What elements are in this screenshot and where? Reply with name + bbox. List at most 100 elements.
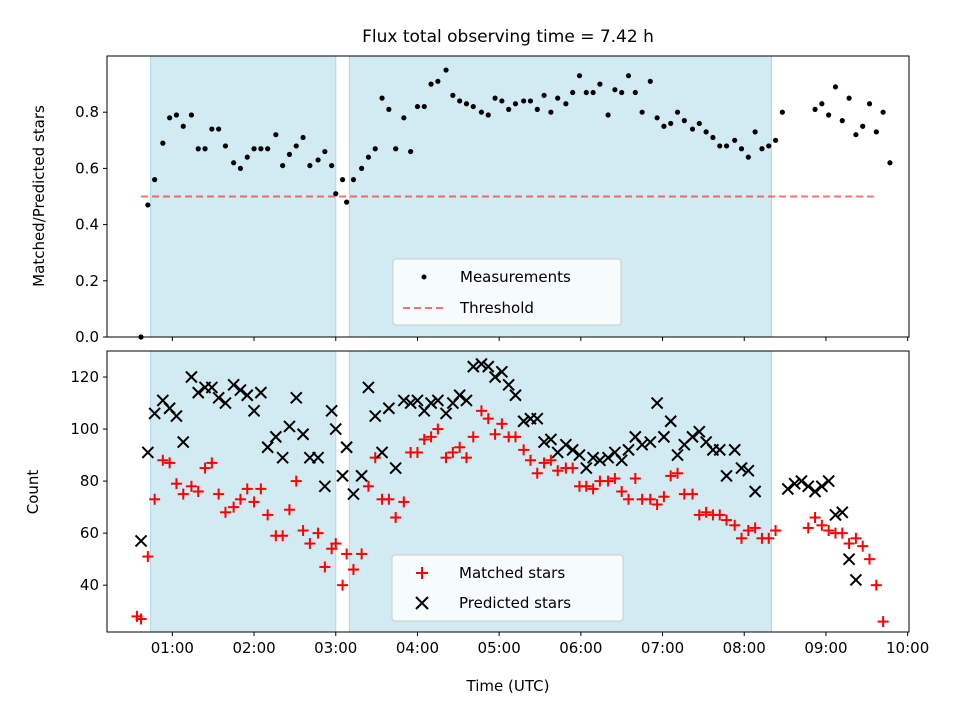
matched-point-95 bbox=[816, 519, 828, 531]
matched-point-32 bbox=[347, 564, 359, 576]
measurement-point-14 bbox=[237, 165, 244, 171]
matched-point-102 bbox=[864, 553, 876, 565]
matched-point-94 bbox=[809, 512, 821, 524]
predicted-point-26 bbox=[318, 480, 332, 493]
predicted-point-8 bbox=[192, 386, 205, 399]
matched-point-4 bbox=[157, 454, 169, 466]
predicted-point-b bbox=[185, 370, 198, 384]
predicted-point-33 bbox=[362, 381, 375, 394]
predicted-point-b bbox=[802, 480, 815, 493]
predicted-point-34 bbox=[369, 409, 382, 423]
predicted-point-86 bbox=[735, 461, 748, 475]
measurement-point-52 bbox=[499, 98, 505, 104]
predicted-point-b bbox=[234, 383, 247, 397]
matched-point-47 bbox=[454, 441, 466, 453]
matched-point-82 bbox=[700, 506, 712, 518]
measurement-point-17 bbox=[258, 146, 264, 152]
predicted-point-65 bbox=[586, 451, 600, 464]
predicted-point-b bbox=[269, 430, 283, 444]
predicted-point-74 bbox=[650, 396, 664, 410]
predicted-point-b bbox=[192, 386, 205, 399]
predicted-point-14 bbox=[234, 383, 247, 397]
predicted-point-b bbox=[205, 381, 219, 394]
measurement-point-66 bbox=[597, 81, 603, 87]
predicted-point-b bbox=[411, 394, 424, 407]
bottom-ylabel: Count bbox=[24, 470, 42, 515]
measurement-point-73 bbox=[647, 78, 653, 84]
measurement-point-91 bbox=[772, 137, 779, 143]
predicted-point-19 bbox=[269, 430, 283, 444]
predicted-point-94 bbox=[815, 480, 829, 493]
bottom-xtick-label-2: 03:00 bbox=[314, 639, 357, 657]
predicted-point-55 bbox=[517, 415, 530, 428]
predicted-point-b bbox=[369, 409, 382, 423]
legend-matched-marker bbox=[416, 567, 428, 579]
predicted-point-2 bbox=[148, 407, 161, 420]
predicted-point-b bbox=[290, 391, 303, 405]
predicted-point-92 bbox=[802, 480, 815, 493]
bottom-panel: 40 60 80 100 120 01:00 02:00 03:00 04:00 05:00 06… bbox=[24, 350, 929, 695]
predicted-point-0 bbox=[134, 534, 148, 548]
bottom-xtick-label-1: 02:00 bbox=[232, 639, 275, 657]
matched-point-69 bbox=[609, 472, 621, 484]
matched-point-46 bbox=[447, 446, 459, 458]
predicted-point-b bbox=[362, 381, 375, 394]
matched-point-89 bbox=[749, 522, 761, 534]
measurement-point-88 bbox=[752, 129, 758, 135]
bottom-xlabel: Time (UTC) bbox=[466, 677, 550, 695]
predicted-point-52 bbox=[495, 365, 509, 379]
predicted-point-11 bbox=[212, 391, 225, 405]
predicted-point-61 bbox=[559, 438, 573, 451]
measurement-point-92 bbox=[779, 109, 785, 115]
matched-point-37 bbox=[383, 493, 395, 505]
predicted-point-28 bbox=[329, 422, 342, 436]
matched-point-27 bbox=[319, 561, 331, 573]
measurement-point-58 bbox=[541, 92, 547, 98]
top-ylabel: Matched/Predicted stars bbox=[30, 105, 48, 287]
predicted-point-38 bbox=[397, 394, 411, 407]
predicted-point-70 bbox=[622, 443, 635, 457]
bottom-legend-box bbox=[391, 554, 624, 622]
bottom-xtick-label-4: 05:00 bbox=[478, 639, 521, 657]
matched-point-33 bbox=[356, 548, 368, 560]
predicted-point-35 bbox=[375, 446, 389, 459]
predicted-point-b bbox=[502, 378, 515, 392]
predicted-point-b bbox=[148, 407, 161, 420]
matched-point-26 bbox=[312, 527, 324, 539]
matched-point-45 bbox=[440, 452, 452, 464]
predicted-point-83 bbox=[713, 443, 726, 457]
measurement-point-20 bbox=[280, 162, 286, 169]
measurement-point-21 bbox=[286, 151, 293, 157]
matched-point-11 bbox=[206, 457, 218, 469]
predicted-point-b bbox=[340, 441, 353, 454]
measurement-point-72 bbox=[639, 109, 645, 115]
predicted-point-b bbox=[517, 415, 530, 428]
bottom-xtick-label-9: 10:00 bbox=[886, 639, 929, 657]
predicted-point-66 bbox=[593, 454, 607, 467]
predicted-point-b bbox=[601, 451, 615, 464]
predicted-point-76 bbox=[664, 415, 677, 428]
predicted-point-39 bbox=[404, 396, 417, 410]
top-legend: Measurements Threshold bbox=[392, 258, 622, 326]
predicted-point-b bbox=[795, 474, 808, 488]
predicted-point-1 bbox=[141, 446, 155, 459]
measurement-point-78 bbox=[681, 118, 687, 124]
matched-point-91 bbox=[763, 532, 775, 544]
measurement-point-74 bbox=[654, 115, 660, 121]
matched-point-57 bbox=[524, 454, 536, 466]
measurement-point-35 bbox=[379, 95, 385, 101]
predicted-point-b bbox=[573, 448, 586, 462]
bottom-ytick-label-2: 80 bbox=[80, 472, 99, 490]
predicted-point-b bbox=[488, 370, 502, 384]
matched-point-88 bbox=[742, 525, 754, 537]
top-frame bbox=[106, 55, 910, 338]
measurement-point-43 bbox=[435, 78, 441, 84]
legend-threshold-label: Threshold bbox=[459, 299, 534, 317]
predicted-point-b bbox=[311, 451, 325, 464]
predicted-point-73 bbox=[644, 435, 657, 449]
measurement-point-67 bbox=[605, 112, 611, 118]
predicted-point-72 bbox=[635, 438, 649, 451]
predicted-point-89 bbox=[781, 482, 795, 496]
predicted-point-b bbox=[735, 461, 748, 475]
predicted-point-69 bbox=[615, 454, 628, 467]
